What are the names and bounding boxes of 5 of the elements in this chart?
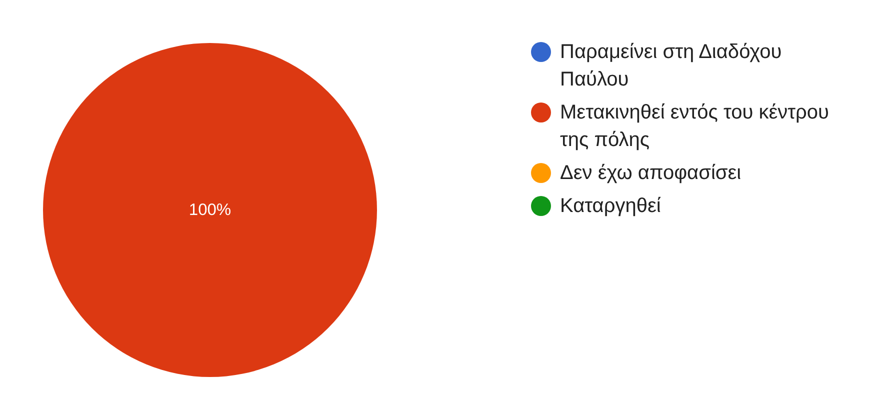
legend-label: Δεν έχω αποφασίσει: [560, 162, 742, 184]
legend-label: Παραμείνει στη Διαδόχου Παύλου: [560, 41, 782, 90]
legend-label: Μετακινηθεί εντός του κέντρου της πόλης: [560, 102, 829, 151]
data-label: 100%: [188, 201, 232, 219]
legend-label: Καταργηθεί: [560, 195, 662, 217]
